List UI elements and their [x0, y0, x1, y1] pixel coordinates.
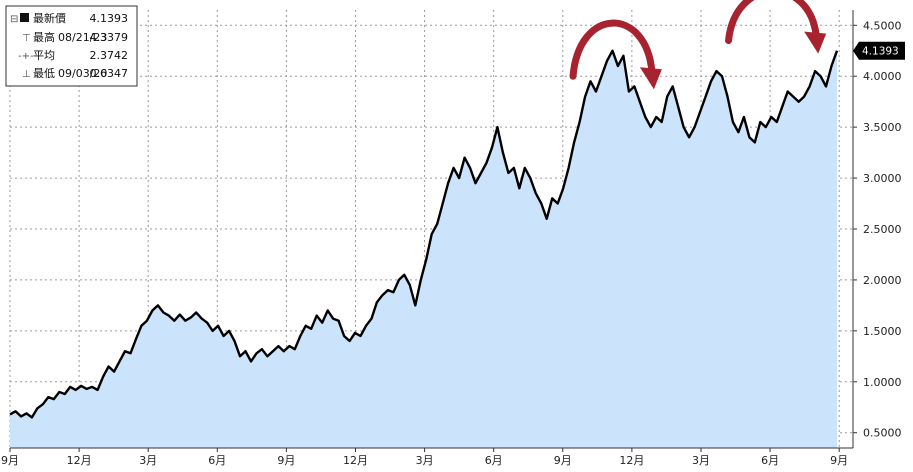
curved-arrow-1 [569, 19, 656, 80]
legend-low-label: 最低 [33, 67, 55, 80]
legend-high-date: 08/21/23 [58, 31, 107, 44]
price-area [9, 49, 839, 448]
latest-swatch-icon [20, 13, 29, 22]
low-marker-icon: ⊥ [22, 69, 31, 80]
average-marker-icon: -+- [18, 51, 34, 62]
axes: 0.5000 1.0000 1.5000 2.0000 2.5000 3.0000 3.50… [1, 10, 902, 467]
legend-latest-label: 最新價 [33, 11, 66, 25]
last-value-label: 4.1393 [862, 46, 899, 58]
legend-average-label: 平均 [33, 49, 55, 62]
x-tick-label: 3月 [139, 454, 157, 467]
x-tick-label: 9月 [1, 454, 19, 467]
legend-high-value: 4.3379 [90, 31, 129, 44]
curved-arrows [569, 0, 827, 90]
curved-arrow-head-1 [639, 67, 662, 90]
x-tick-label: 6月 [485, 454, 503, 467]
legend-high-label: 最高 [33, 30, 55, 44]
y-tick-label: 3.5000 [863, 121, 902, 134]
curved-arrow-2 [725, 0, 820, 45]
series-line [9, 49, 839, 419]
x-tick-label: 12月 [67, 454, 92, 467]
series-area-fill [10, 50, 837, 448]
y-tick-label: 3.0000 [863, 172, 902, 185]
y-tick-label: 4.5000 [863, 19, 902, 32]
legend-low-value: 0.6347 [90, 67, 129, 80]
y-tick-label: 1.0000 [863, 376, 902, 389]
legend-low-date: 09/03/20 [58, 67, 107, 80]
curved-arrow-head-2 [804, 31, 827, 54]
x-tick-label: 9月 [830, 454, 848, 467]
legend-latest-value: 4.1393 [90, 12, 129, 25]
last-value-marker: 4.1393 [853, 41, 905, 60]
x-tick-label: 3月 [692, 454, 710, 467]
x-tick-label: 9月 [554, 454, 572, 467]
y-tick-label: 4.0000 [863, 70, 902, 83]
high-marker-icon: ⊤ [22, 33, 31, 44]
y-tick-label: 2.5000 [863, 223, 902, 236]
y-tick-label: 1.5000 [863, 325, 902, 338]
x-tick-label: 3月 [416, 454, 434, 467]
x-tick-label: 12月 [343, 454, 368, 467]
legend-average-value: 2.3742 [90, 49, 129, 62]
x-tick-label: 6月 [761, 454, 779, 467]
x-tick-label: 9月 [277, 454, 295, 467]
collapse-icon: ⊟ [10, 14, 18, 25]
legend: ⊟ 最新價 4.1393 ⊤ 最高 08/21/23 4.3379 -+- 平均… [5, 5, 138, 87]
y-tick-label: 2.0000 [863, 274, 902, 287]
last-value-tag [853, 41, 905, 60]
x-tick-label: 6月 [208, 454, 226, 467]
x-tick-label: 12月 [619, 454, 644, 467]
y-tick-label: 0.5000 [863, 427, 902, 440]
